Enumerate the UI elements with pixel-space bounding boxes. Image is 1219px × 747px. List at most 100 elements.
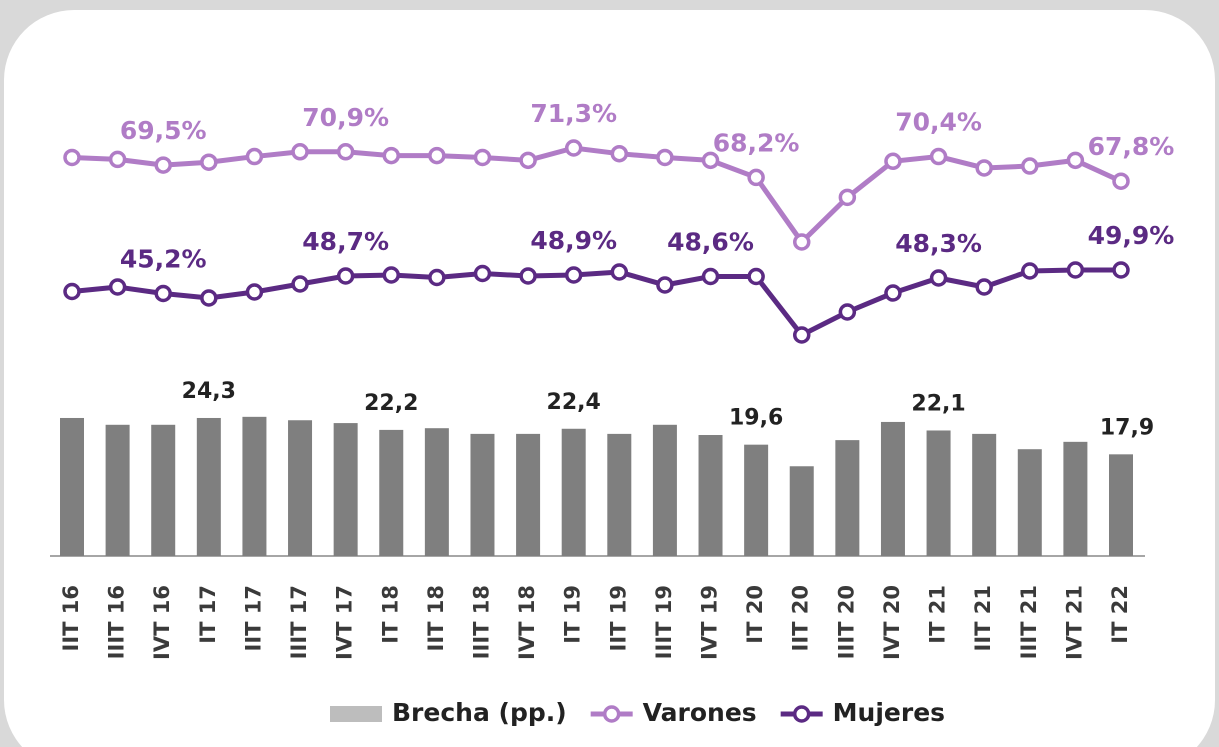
x-tick-label: IIT 19 xyxy=(606,585,630,652)
bar xyxy=(1017,449,1042,556)
bar xyxy=(105,424,130,556)
x-tick-label: IIT 18 xyxy=(424,585,448,652)
point xyxy=(975,278,993,296)
line-value-label: 45,2% xyxy=(120,245,207,274)
point xyxy=(63,148,81,167)
point xyxy=(1021,157,1039,175)
x-tick-label: IT 18 xyxy=(378,585,402,644)
point xyxy=(747,267,765,286)
bar xyxy=(516,433,541,556)
point xyxy=(610,263,629,281)
bar xyxy=(1109,454,1133,556)
x-tick-label: IIIT 16 xyxy=(105,585,129,659)
bar-value-label: 17,9 xyxy=(1100,415,1154,440)
bar xyxy=(424,428,449,556)
bar xyxy=(379,429,404,556)
bar-value-label: 19,6 xyxy=(729,406,783,431)
x-tick-label: IIIT 21 xyxy=(1017,585,1041,659)
line-value-label: 48,3% xyxy=(895,229,982,258)
point xyxy=(428,146,446,165)
point xyxy=(291,143,309,161)
point xyxy=(564,139,583,157)
x-tick-label: IIT 17 xyxy=(241,585,265,652)
point xyxy=(792,326,811,344)
point xyxy=(154,284,172,303)
bar xyxy=(972,433,997,556)
x-tick-label: IIT 21 xyxy=(971,585,995,652)
point xyxy=(108,150,127,169)
x-tick-label: IT 22 xyxy=(1108,585,1132,644)
bar xyxy=(652,424,677,556)
legend-swatch-marker xyxy=(792,705,811,723)
bar xyxy=(698,435,723,556)
x-tick-label: IVT 16 xyxy=(150,585,174,660)
point xyxy=(63,282,81,301)
point xyxy=(200,289,218,307)
point xyxy=(564,266,583,284)
x-tick-label: IVT 20 xyxy=(880,585,904,660)
line-value-label: 67,8% xyxy=(1088,132,1175,161)
bar xyxy=(926,430,951,556)
bar xyxy=(880,421,905,556)
x-tick-label: IT 21 xyxy=(926,585,950,644)
point xyxy=(792,233,811,251)
legend-label: Mujeres xyxy=(833,698,945,727)
bar xyxy=(607,433,632,556)
bar xyxy=(744,444,769,556)
x-tick-label: IIIT 18 xyxy=(469,585,493,659)
legend-swatch-marker xyxy=(602,705,621,723)
bar xyxy=(60,417,84,556)
point xyxy=(1112,172,1130,190)
point xyxy=(929,269,948,287)
point xyxy=(519,267,537,285)
point xyxy=(336,267,355,285)
bar xyxy=(151,424,176,556)
x-tick-label: IIT 20 xyxy=(789,585,813,652)
point xyxy=(428,268,446,287)
point xyxy=(291,275,309,293)
point xyxy=(200,153,218,171)
x-tick-label: IT 20 xyxy=(743,585,767,644)
bar xyxy=(561,428,586,556)
line-value-label: 48,7% xyxy=(302,227,389,256)
point xyxy=(929,147,948,166)
bar-value-label: 22,4 xyxy=(547,390,601,415)
point xyxy=(473,264,492,283)
line-value-label: 48,9% xyxy=(530,226,617,255)
bar xyxy=(242,416,267,556)
point xyxy=(382,266,401,284)
bar xyxy=(789,466,814,556)
point xyxy=(245,147,264,166)
point xyxy=(1066,261,1085,279)
point xyxy=(1112,261,1130,279)
point xyxy=(336,143,355,161)
x-tick-label: IVT 21 xyxy=(1062,585,1086,660)
legend-label: Varones xyxy=(643,698,757,727)
point xyxy=(747,168,765,187)
x-tick-label: IIIT 19 xyxy=(652,585,676,659)
point xyxy=(975,159,993,177)
point xyxy=(382,146,401,165)
point xyxy=(884,152,902,171)
bar xyxy=(333,423,358,556)
x-tick-label: IVT 18 xyxy=(515,585,539,660)
point xyxy=(1066,151,1085,170)
point xyxy=(701,151,720,170)
bar xyxy=(470,433,495,556)
x-tick-label: IIT 16 xyxy=(59,585,83,652)
point xyxy=(838,303,857,321)
point xyxy=(1021,262,1039,280)
x-tick-label: IT 19 xyxy=(561,585,585,644)
bar xyxy=(196,417,221,556)
point xyxy=(108,278,127,296)
line-value-label: 70,9% xyxy=(302,103,389,132)
point xyxy=(245,283,264,301)
point xyxy=(656,276,674,294)
point xyxy=(838,188,857,207)
line-value-label: 49,9% xyxy=(1088,221,1175,250)
point xyxy=(154,156,172,174)
bar-value-label: 24,3 xyxy=(182,379,236,404)
x-tick-label: IIIT 20 xyxy=(834,585,858,659)
